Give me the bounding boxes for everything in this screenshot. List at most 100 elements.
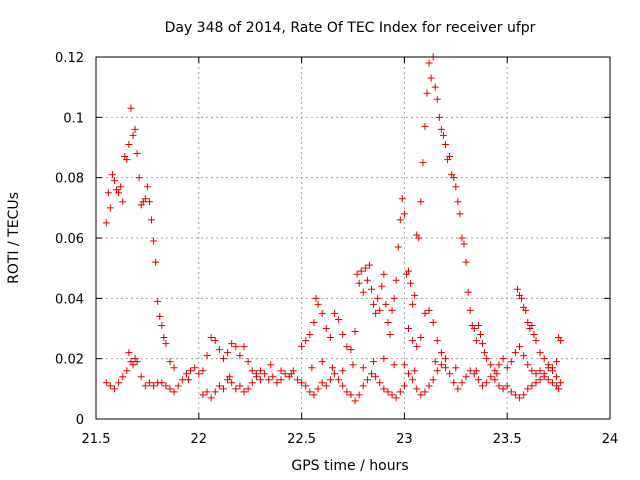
data-point [413,385,421,393]
data-point [405,325,413,332]
data-point [446,370,454,378]
data-point [483,379,491,387]
data-point [351,328,359,336]
data-point [483,355,491,363]
data-point [419,159,427,167]
data-point [470,325,478,332]
data-point [396,216,404,224]
data-point [553,373,561,381]
data-point [191,364,199,372]
data-point [544,364,552,372]
data-point [407,279,415,287]
data-point [472,337,480,345]
data-point [108,171,116,179]
data-point [540,355,548,363]
data-point [195,370,203,378]
data-point [557,337,565,345]
data-point [499,385,507,393]
data-point [458,234,466,242]
data-point [380,355,388,363]
y-tick-label: 0.08 [55,172,84,187]
data-point [148,216,156,224]
x-tick-label: 23.5 [493,432,522,447]
data-point [236,382,244,390]
data-point [437,349,445,357]
data-point [252,373,260,381]
data-point [431,83,439,91]
data-point [536,349,544,357]
data-point [141,195,149,203]
data-point [544,376,552,384]
data-point [524,361,532,369]
data-point [152,258,160,266]
data-point [248,367,256,375]
data-point [493,370,501,378]
chart-title: Day 348 of 2014, Rate Of TEC Index for r… [165,20,536,36]
data-point [429,376,437,384]
y-tick-label: 0.04 [55,292,84,307]
data-point [143,183,151,191]
data-point [536,376,544,384]
data-point [411,367,419,375]
data-point [555,385,563,393]
data-point [376,306,384,314]
gridlines [96,57,610,419]
data-point [310,391,318,399]
data-point [166,358,174,366]
data-point [215,346,223,354]
data-point [553,358,561,366]
data-point [548,367,556,375]
data-point [232,343,240,351]
data-point [314,385,322,393]
data-point [318,358,326,366]
y-tick-label: 0.02 [55,353,84,368]
data-point [351,397,359,405]
data-point [178,376,186,384]
data-point [439,131,447,139]
data-point [417,198,425,206]
data-point [207,334,215,342]
data-point [394,243,402,251]
data-point [491,376,499,384]
data-point [435,113,443,121]
data-point [437,125,445,133]
data-point [119,198,127,206]
data-point [287,370,295,378]
data-point [228,379,236,387]
data-point [474,321,482,329]
data-point [158,321,166,329]
data-point [293,376,301,384]
data-point [145,379,153,387]
data-point [452,183,460,191]
data-point [452,364,460,372]
data-point [405,370,413,378]
data-point [302,337,310,345]
data-point [240,388,248,396]
data-point [106,382,114,390]
data-point [129,361,137,369]
data-point [456,210,464,218]
data-point [174,382,182,390]
data-point [442,364,450,372]
data-point [156,312,164,320]
data-point [466,367,474,375]
data-point [378,282,386,290]
data-point [219,385,227,393]
data-point [137,373,145,381]
data-point [318,309,326,317]
data-point [507,388,515,396]
data-point [472,367,480,375]
data-point [306,331,314,339]
data-point [244,385,252,393]
data-point [277,367,285,375]
data-point [429,318,437,326]
data-point [540,370,548,378]
data-point [380,270,388,278]
data-point [409,376,417,384]
data-point [170,388,178,396]
data-point [495,382,503,390]
data-point [368,370,376,378]
data-point [479,340,487,348]
data-point [433,337,441,345]
data-point [524,385,532,393]
